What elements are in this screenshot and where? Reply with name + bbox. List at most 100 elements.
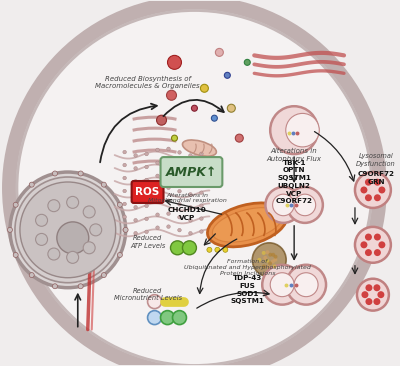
Circle shape (134, 154, 137, 157)
Circle shape (101, 273, 106, 277)
Circle shape (235, 134, 243, 142)
Point (288, 202, 295, 208)
Circle shape (355, 172, 391, 208)
Circle shape (123, 228, 126, 232)
Circle shape (15, 177, 121, 283)
Circle shape (101, 182, 106, 187)
Circle shape (52, 171, 58, 176)
Text: C9ORF72
GRN: C9ORF72 GRN (358, 171, 394, 185)
Ellipse shape (212, 208, 282, 242)
Circle shape (189, 219, 192, 222)
Circle shape (374, 284, 380, 291)
Text: Alterations in
Autophagy Flux: Alterations in Autophagy Flux (267, 148, 322, 162)
Circle shape (9, 3, 380, 366)
Circle shape (200, 84, 208, 92)
Text: TDP-43
FUS
SOD1
SQSTM1: TDP-43 FUS SOD1 SQSTM1 (230, 275, 264, 304)
Circle shape (167, 186, 170, 190)
Circle shape (145, 204, 148, 208)
Circle shape (189, 154, 192, 157)
Circle shape (57, 222, 89, 254)
Circle shape (263, 256, 267, 260)
Circle shape (123, 227, 128, 232)
Circle shape (134, 180, 137, 183)
Circle shape (167, 225, 170, 228)
Circle shape (211, 115, 217, 121)
Circle shape (67, 197, 79, 208)
Circle shape (167, 212, 170, 216)
Circle shape (48, 200, 60, 212)
Circle shape (273, 258, 277, 262)
Point (293, 202, 299, 208)
Ellipse shape (208, 203, 287, 247)
Circle shape (145, 165, 148, 169)
Point (293, 130, 300, 135)
Circle shape (268, 253, 272, 257)
Point (293, 282, 299, 288)
Circle shape (134, 193, 137, 196)
Circle shape (200, 178, 203, 182)
FancyBboxPatch shape (160, 157, 222, 187)
Circle shape (160, 311, 174, 325)
Circle shape (29, 182, 34, 187)
Circle shape (357, 279, 389, 311)
Circle shape (118, 202, 122, 207)
Text: ROS: ROS (136, 187, 160, 198)
Circle shape (189, 167, 192, 170)
Circle shape (10, 172, 126, 288)
Circle shape (123, 202, 126, 206)
Circle shape (36, 234, 48, 245)
Circle shape (167, 199, 170, 202)
Circle shape (156, 226, 159, 229)
Circle shape (168, 55, 182, 69)
Text: CHCHD10
VCP: CHCHD10 VCP (168, 207, 207, 221)
Circle shape (123, 189, 126, 193)
Circle shape (271, 253, 275, 257)
Circle shape (227, 104, 235, 112)
Circle shape (374, 194, 381, 201)
Circle shape (294, 273, 318, 297)
Point (290, 130, 296, 135)
Circle shape (374, 249, 381, 256)
Circle shape (360, 241, 368, 248)
Circle shape (148, 311, 162, 325)
Circle shape (294, 194, 316, 216)
Circle shape (223, 247, 228, 252)
Circle shape (189, 180, 192, 183)
Text: Lysosomal
Dysfunction: Lysosomal Dysfunction (356, 153, 396, 167)
Circle shape (365, 179, 372, 186)
Circle shape (78, 284, 83, 289)
Circle shape (20, 182, 116, 278)
Circle shape (13, 253, 18, 257)
Circle shape (189, 193, 192, 196)
Circle shape (286, 265, 326, 305)
Circle shape (178, 216, 181, 219)
Circle shape (287, 187, 323, 223)
Circle shape (270, 273, 294, 297)
Circle shape (29, 273, 34, 277)
Circle shape (13, 202, 18, 207)
Circle shape (178, 228, 181, 232)
Circle shape (215, 247, 220, 252)
Circle shape (207, 247, 212, 252)
Circle shape (270, 106, 318, 154)
Circle shape (90, 224, 102, 236)
Text: TBK-1
OPTN
SQSTM1
UBQLN2
VCP
C9ORF72: TBK-1 OPTN SQSTM1 UBQLN2 VCP C9ORF72 (276, 160, 313, 204)
Circle shape (244, 59, 250, 66)
Point (283, 282, 289, 288)
Circle shape (172, 135, 178, 141)
Circle shape (134, 219, 137, 222)
Point (286, 130, 292, 135)
Circle shape (134, 167, 137, 170)
Circle shape (134, 205, 137, 209)
Ellipse shape (182, 140, 216, 156)
Circle shape (172, 311, 186, 325)
Circle shape (182, 241, 196, 255)
Circle shape (156, 148, 159, 152)
Circle shape (262, 251, 266, 255)
Circle shape (167, 147, 170, 151)
Circle shape (36, 214, 48, 226)
Circle shape (257, 258, 261, 262)
Text: Formation of
Ubiquitinated and Hyperphosphorylated
Protein Inclusions: Formation of Ubiquitinated and Hyperphos… (184, 259, 311, 276)
Text: AMPK↑: AMPK↑ (166, 166, 217, 179)
Circle shape (123, 163, 126, 167)
